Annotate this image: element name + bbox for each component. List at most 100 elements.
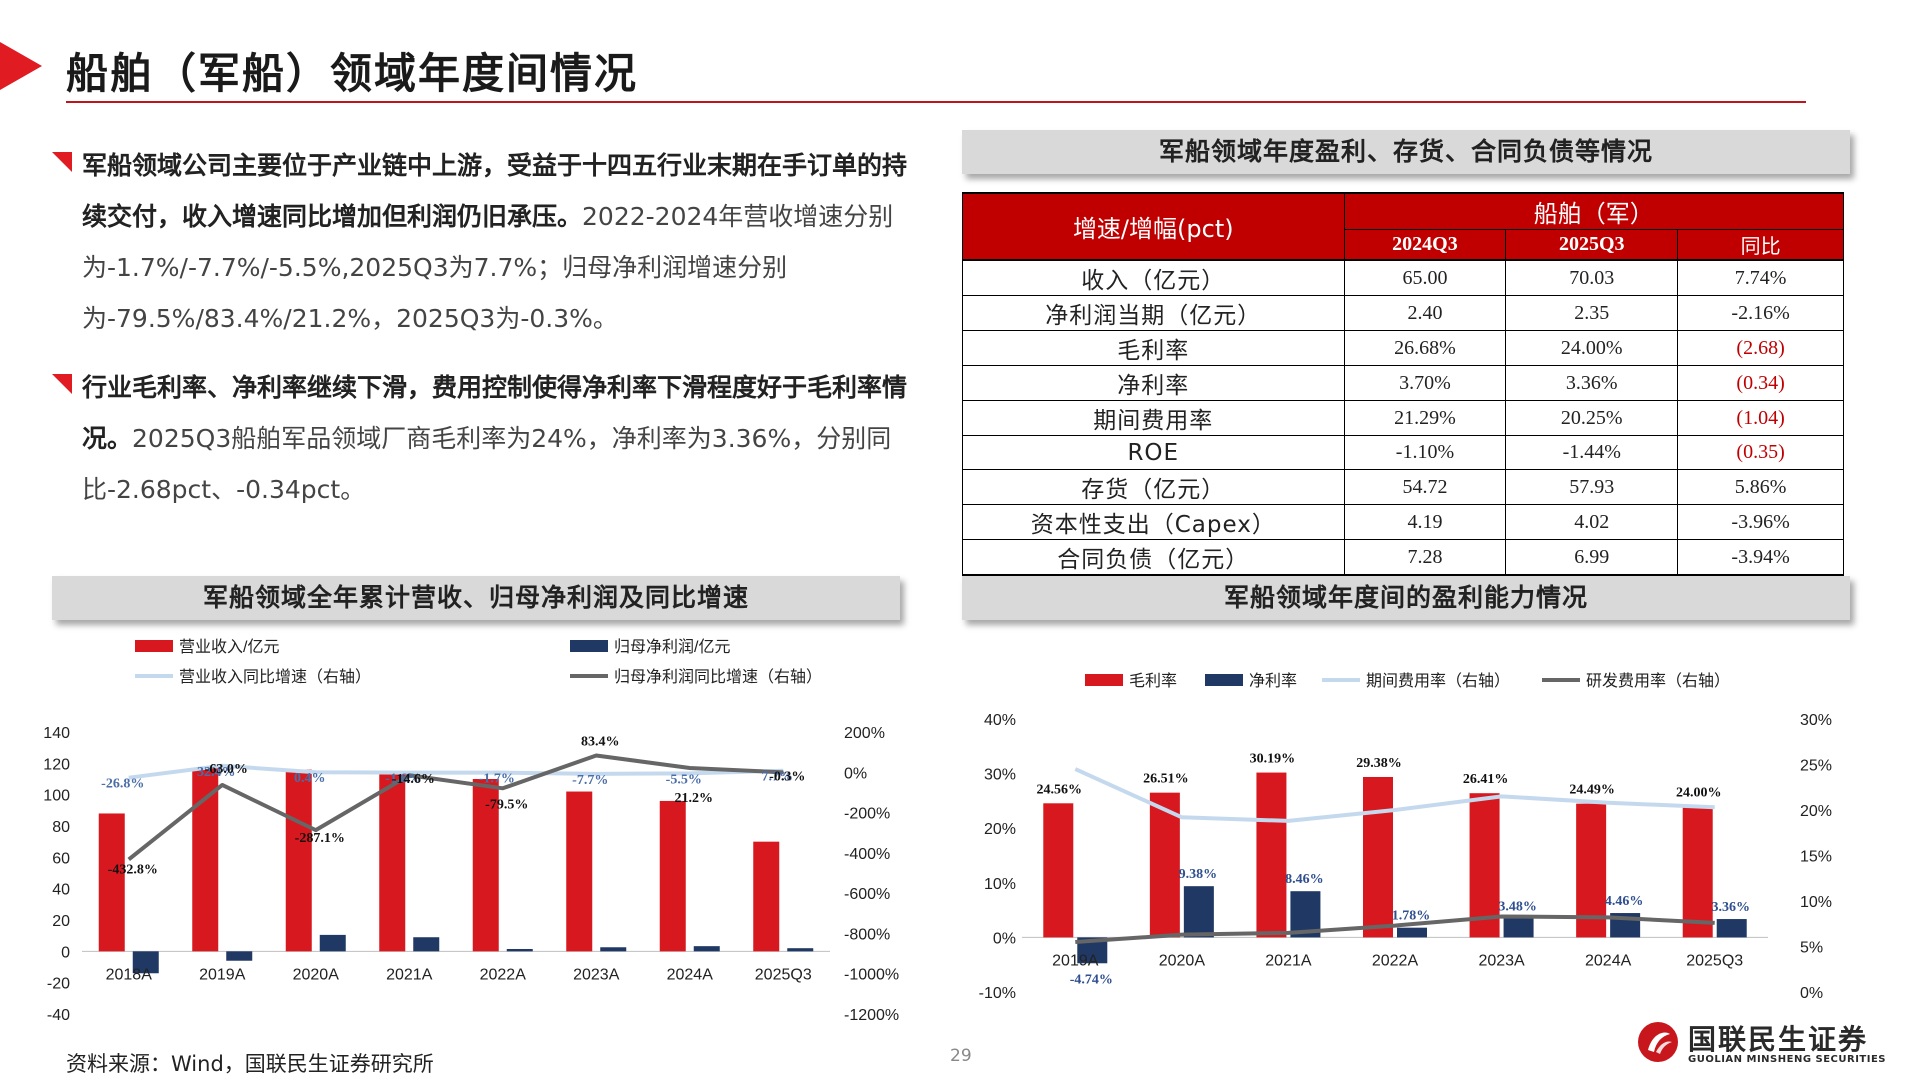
bar-revenue [379, 774, 406, 952]
table-row: 收入（亿元） 65.00 70.03 7.74% [962, 259, 1844, 296]
table-row: 合同负债（亿元） 7.28 6.99 -3.94% [962, 539, 1844, 576]
row-label: 合同负债（亿元） [962, 539, 1345, 576]
chart1-title: 军船领域全年累计营收、归母净利润及同比增速 [52, 576, 900, 620]
value-2024q3: 2.40 [1343, 295, 1507, 331]
y-tick-label: 140 [43, 725, 70, 742]
x-tick-label: 2025Q3 [1686, 952, 1743, 969]
page-title: 船舶（军船）领域年度间情况 [66, 49, 639, 98]
table-row: 期间费用率 21.29% 20.25% (1.04) [962, 400, 1844, 436]
value-2024q3: 4.19 [1343, 504, 1507, 540]
y-tick-label: 120 [43, 756, 70, 773]
bar-gross-margin [1256, 772, 1287, 938]
data-label-net-margin: 1.78% [1392, 909, 1431, 924]
x-tick-label: 2024A [1585, 952, 1632, 969]
value-yoy: 5.86% [1677, 469, 1844, 505]
x-tick-label: 2020A [293, 966, 340, 983]
page-number: 29 [950, 1046, 972, 1066]
data-label-gross-margin: 24.00% [1676, 785, 1722, 800]
y2-tick-label: -600% [844, 886, 890, 903]
y2-tick-label: 30% [1800, 712, 1832, 729]
bar-revenue [566, 791, 593, 952]
legend-label: 期间费用率（右轴） [1366, 672, 1510, 690]
bar-net-margin [1503, 918, 1534, 938]
table-row: 存货（亿元） 54.72 57.93 5.86% [962, 469, 1844, 505]
value-yoy: -3.96% [1677, 504, 1844, 540]
value-yoy: (0.35) [1677, 435, 1844, 470]
legend-swatch [570, 640, 608, 652]
data-label-profit-yoy: -0.3% [769, 769, 805, 784]
y2-tick-label: 200% [844, 725, 885, 742]
value-yoy: -3.94% [1677, 539, 1844, 576]
y-tick-label: 0 [61, 944, 70, 961]
table-column-header: 同比 [1677, 229, 1844, 261]
x-tick-label: 2019A [1052, 952, 1099, 969]
profitability-chart: 毛利率 净利率 期间费用率（右轴） 研发费用率（右轴） 40% 30% 20% 10% 0% -1… [979, 672, 1832, 1002]
bar-gross-margin [1363, 776, 1393, 938]
data-label-profit-yoy: -63.0% [205, 762, 248, 777]
y2-tick-label: 0% [1800, 985, 1823, 1002]
data-label-revenue-yoy: -5.5% [666, 772, 702, 787]
bar-revenue [98, 813, 125, 952]
title-divider [66, 101, 1806, 103]
x-tick-label: 2023A [1478, 952, 1525, 969]
financial-table: 增速/增幅(pct) 船舶（军） 2024Q3 2025Q3 同比 收入（亿元）… [962, 192, 1845, 576]
y2-tick-label: -1200% [844, 1007, 899, 1024]
data-label-revenue-yoy: -7.7% [572, 773, 608, 788]
bar-revenue [753, 841, 780, 952]
data-label-revenue-yoy: 32.4% [197, 765, 236, 780]
x-tick-label: 2018A [106, 966, 153, 983]
bullet-lead: 行业毛利率、净利率继续下滑，费用控制使得净利率下滑程度好于毛利率情况。 [82, 373, 908, 453]
y-tick-label: 80 [52, 819, 70, 836]
y-tick-label: -40 [47, 1007, 70, 1024]
value-2024q3: 26.68% [1343, 330, 1507, 366]
x-tick-label: 2023A [573, 966, 620, 983]
legend-label: 营业收入同比增速（右轴） [179, 668, 371, 686]
y2-tick-label: -400% [844, 846, 890, 863]
bar-revenue [472, 779, 499, 952]
bullet-body: 2022-2024年营收增速分别为-1.7%/-7.7%/-5.5%,2025Q… [82, 202, 894, 333]
line-expense-ratio [1074, 767, 1715, 823]
chart2-title: 军船领域年度间的盈利能力情况 [962, 576, 1850, 620]
bullet-text: 军船领域公司主要位于产业链中上游，受益于十四五行业末期在手订单的持续交付，收入增… [52, 140, 912, 344]
row-label: 净利润当期（亿元） [962, 295, 1345, 331]
row-label: 毛利率 [962, 330, 1345, 366]
bar-net-margin [1397, 927, 1427, 938]
x-tick-label: 2022A [1372, 952, 1419, 969]
y2-tick-label: -800% [844, 926, 890, 943]
data-label-revenue-yoy: -1.6% [385, 772, 421, 787]
logo-emblem-icon [1638, 1022, 1678, 1062]
data-label-gross-margin: 24.56% [1037, 782, 1083, 797]
legend-label: 研发费用率（右轴） [1586, 672, 1730, 690]
bullet-body: 2025Q3船舶军品领域厂商毛利率为24%，净利率为3.36%，分别同比-2.6… [82, 424, 892, 504]
table-row: 毛利率 26.68% 24.00% (2.68) [962, 330, 1844, 366]
y-tick-label: 60 [52, 850, 70, 867]
data-label-gross-margin: 24.49% [1569, 783, 1615, 798]
bar-gross-margin [1149, 792, 1180, 938]
bullet-triangle-icon [52, 374, 72, 394]
value-2025q3: 2.35 [1505, 295, 1679, 331]
value-2024q3: 65.00 [1343, 259, 1507, 296]
y-tick-label: 40% [984, 712, 1016, 729]
value-2025q3: 24.00% [1505, 330, 1679, 366]
value-2025q3: 57.93 [1505, 469, 1679, 505]
bar-net-profit [413, 937, 440, 952]
data-label-gross-margin: 29.38% [1356, 756, 1402, 771]
value-2025q3: 20.25% [1505, 400, 1679, 436]
legend-label: 归母净利润同比增速（右轴） [614, 668, 822, 686]
row-label: 净利率 [962, 365, 1345, 401]
bar-net-profit [132, 951, 159, 974]
y2-tick-label: 0% [844, 765, 867, 782]
legend-swatch [1205, 674, 1243, 686]
data-label-revenue-yoy: 0.4% [294, 771, 326, 786]
value-yoy: (0.34) [1677, 365, 1844, 401]
row-label: 存货（亿元） [962, 469, 1345, 505]
company-logo: 国联民生证券 GUOLIAN MINSHENG SECURITIES [1636, 1018, 1886, 1070]
table-row: ROE -1.10% -1.44% (0.35) [962, 435, 1844, 470]
bar-revenue [285, 769, 312, 952]
data-label-net-margin: 3.48% [1498, 899, 1537, 914]
bar-net-profit [319, 934, 346, 952]
y-tick-label: 30% [984, 767, 1016, 784]
y-tick-label: 0% [993, 930, 1016, 947]
logo-name-cn: 国联民生证券 [1688, 1023, 1869, 1056]
data-label-revenue-yoy: -1.7% [479, 772, 515, 787]
